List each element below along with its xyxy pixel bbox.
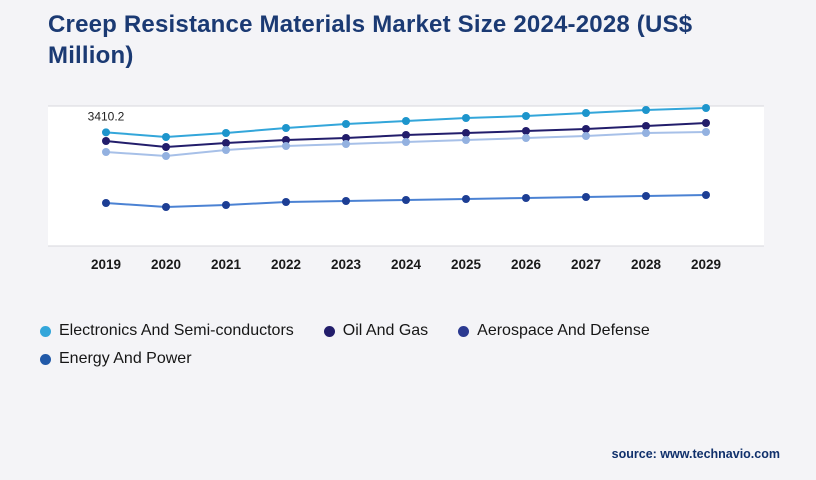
data-point [582, 193, 590, 201]
data-point [402, 138, 410, 146]
data-point [282, 136, 290, 144]
plot-area [48, 106, 764, 246]
data-point [342, 140, 350, 148]
legend-item: Energy And Power [40, 350, 192, 368]
legend-dot-icon [40, 325, 51, 337]
data-point [282, 124, 290, 132]
line-chart-canvas: 2019 2020 2021 2022 2023 2024 2025 2026 2027 2028… [48, 104, 764, 272]
legend-item: Electronics And Semi-conductors [40, 322, 294, 340]
data-point [642, 122, 650, 130]
data-point [162, 152, 170, 160]
legend-dot-icon [323, 325, 335, 337]
data-point [702, 104, 710, 112]
data-point [282, 198, 290, 206]
data-point [222, 129, 230, 137]
data-point [402, 131, 410, 139]
data-point [222, 139, 230, 147]
x-axis-label: 2026 [511, 257, 542, 272]
data-point [462, 129, 470, 137]
chart-legend: Electronics And Semi-conductors Oil And G… [40, 322, 730, 368]
data-point [222, 201, 230, 209]
x-axis-label: 2024 [391, 257, 422, 272]
data-point [462, 114, 470, 122]
data-point [342, 197, 350, 205]
x-axis-label: 2029 [691, 257, 721, 272]
data-point [342, 134, 350, 142]
data-point [522, 112, 530, 120]
data-point [462, 136, 470, 144]
x-axis-label: 2022 [271, 257, 301, 272]
x-axis-label: 2025 [451, 257, 482, 272]
data-point [702, 119, 710, 127]
data-point [102, 137, 110, 145]
data-label: 3410.2 [88, 109, 125, 123]
data-point [162, 203, 170, 211]
x-axis-label: 2027 [571, 257, 601, 272]
data-point [402, 117, 410, 125]
data-point [582, 132, 590, 140]
x-axis-label: 2028 [631, 257, 662, 272]
x-axis-label: 2021 [211, 257, 242, 272]
data-point [462, 195, 470, 203]
data-point [402, 196, 410, 204]
data-point [582, 125, 590, 133]
legend-item: Oil And Gas [323, 322, 429, 340]
legend-dot-icon [40, 353, 51, 365]
data-point [162, 133, 170, 141]
legend-label: Energy And Power [59, 350, 192, 367]
legend-dot-icon [458, 325, 470, 337]
data-point [522, 127, 530, 135]
data-point [522, 134, 530, 142]
data-point [102, 128, 110, 137]
legend-item: Aerospace And Defense [458, 322, 650, 340]
data-point [642, 192, 650, 200]
legend-label: Oil And Gas [342, 322, 429, 339]
data-point [222, 146, 230, 154]
source-attribution: source: www.technavio.com [611, 447, 780, 461]
legend-label: Aerospace And Defense [477, 322, 650, 339]
data-point [102, 148, 110, 156]
data-point [582, 109, 590, 117]
x-axis-label: 2020 [151, 257, 181, 272]
data-point [282, 142, 290, 150]
data-point [102, 199, 110, 207]
data-point [642, 106, 650, 114]
data-point [642, 129, 650, 137]
data-point [702, 191, 710, 199]
data-point [522, 194, 530, 202]
data-point [342, 120, 350, 128]
data-point [162, 143, 170, 151]
chart-title: Creep Resistance Materials Market Size 2… [48, 11, 693, 69]
x-axis-label: 2019 [91, 257, 121, 272]
x-axis-label: 2023 [331, 257, 362, 272]
data-point [702, 128, 710, 136]
legend-label: Electronics And Semi-conductors [59, 322, 294, 339]
